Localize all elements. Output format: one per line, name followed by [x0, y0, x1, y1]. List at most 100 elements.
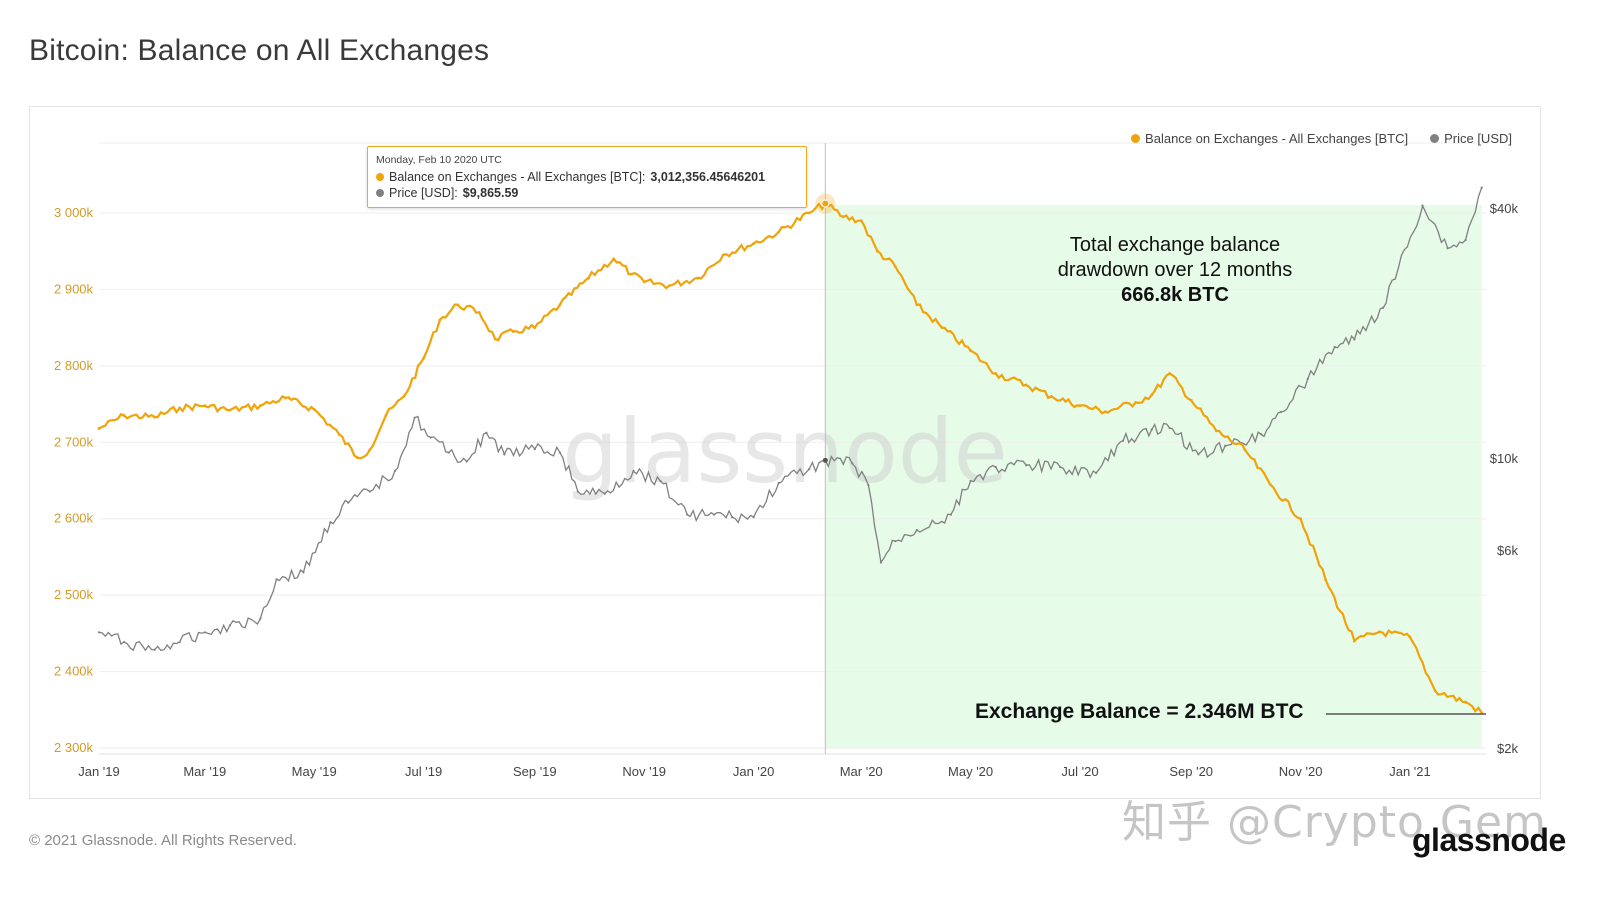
balance-data-point	[752, 242, 756, 245]
balance-data-point	[940, 326, 944, 330]
x-axis-tick-label: Nov '20	[1279, 764, 1323, 779]
legend-item-balance[interactable]: Balance on Exchanges - All Exchanges [BT…	[1131, 131, 1408, 146]
x-axis-tick-label: Jan '21	[1389, 764, 1431, 779]
price-data-point	[576, 490, 579, 493]
right-axis-tick-label: $40k	[1490, 201, 1519, 216]
price-data-point	[632, 469, 635, 473]
price-data-point	[777, 481, 780, 485]
balance-data-point	[456, 303, 460, 307]
left-axis-tick-label: 2 700k	[54, 434, 94, 449]
price-data-point	[603, 492, 606, 495]
price-data-point	[1480, 186, 1483, 189]
price-data-point	[1095, 471, 1098, 475]
price-data-point	[1446, 247, 1449, 250]
balance-data-point	[1408, 635, 1412, 639]
balance-data-point	[630, 272, 634, 276]
x-axis-tick-label: Mar '19	[183, 764, 226, 779]
balance-data-point	[368, 448, 372, 452]
balance-data-point	[642, 280, 646, 284]
balance-data-point	[667, 284, 671, 288]
price-data-point	[368, 490, 371, 493]
tooltip-balance-label: Balance on Exchanges - All Exchanges [BT…	[389, 170, 646, 184]
right-axis-tick-label: $6k	[1497, 543, 1518, 558]
price-series-line	[98, 187, 1483, 652]
balance-data-point	[1378, 630, 1381, 634]
hover-marker	[821, 199, 830, 208]
balance-data-point	[203, 404, 207, 407]
legend-label-price: Price [USD]	[1444, 131, 1512, 146]
price-data-point	[969, 479, 972, 483]
price-data-point	[533, 447, 536, 451]
exchange-balance-label: Exchange Balance = 2.346M BTC	[975, 700, 1304, 723]
price-data-point	[730, 516, 734, 519]
balance-data-point	[915, 303, 919, 307]
price-data-point	[808, 467, 811, 471]
price-data-point	[153, 648, 156, 651]
tooltip-price-label: Price [USD]:	[389, 186, 458, 200]
brand-logo: glassnode	[1412, 822, 1566, 858]
highlight-region	[825, 205, 1482, 748]
price-data-point	[447, 451, 450, 454]
balance-data-point	[1189, 398, 1193, 402]
right-axis-tick-label: $2k	[1497, 741, 1518, 756]
balance-data-point	[228, 408, 232, 412]
price-data-point	[413, 416, 416, 419]
right-axis-tick-label: $10k	[1490, 451, 1519, 466]
price-data-point	[465, 460, 468, 463]
balance-data-point	[1024, 383, 1028, 387]
gridlines	[99, 142, 1486, 755]
drawdown-line-1: Total exchange balance	[1069, 234, 1281, 256]
price-data-point	[347, 501, 350, 504]
balance-data-point	[355, 456, 359, 459]
page-title: Bitcoin: Balance on All Exchanges	[29, 34, 490, 67]
legend-item-price[interactable]: Price [USD]	[1430, 131, 1512, 146]
price-data-point	[228, 624, 232, 627]
price-data-point	[915, 528, 918, 532]
x-axis-tick-label: Jul '20	[1061, 764, 1098, 779]
price-data-point	[1224, 444, 1227, 447]
price-data-point	[1121, 439, 1125, 442]
left-axis: 2 300k 2 400k 2 500k 2 600k 2 700k 2 800k 2 90…	[54, 205, 94, 755]
price-data-point	[1464, 238, 1467, 242]
left-axis-tick-label: 2 500k	[54, 587, 94, 602]
price-data-point	[851, 462, 854, 465]
price-data-point	[994, 466, 997, 469]
balance-data-point	[1078, 404, 1082, 407]
price-data-point	[1260, 433, 1263, 436]
tooltip-balance-value: 3,012,356.45646201	[650, 170, 766, 184]
price-data-point	[302, 571, 305, 574]
price-data-point	[1025, 464, 1028, 467]
balance-data-point	[533, 326, 537, 330]
balance-data-point	[893, 265, 897, 268]
balance-data-point	[777, 230, 781, 234]
balance-data-point	[994, 372, 998, 375]
price-data-point	[867, 483, 870, 487]
price-data-point	[123, 640, 126, 644]
copyright-text: © 2021 Glassnode. All Rights Reserved.	[29, 832, 297, 849]
balance-data-point	[1049, 395, 1053, 398]
price-data-point	[329, 521, 332, 524]
price-data-point	[203, 631, 206, 634]
price-data-point	[97, 631, 101, 634]
balance-data-point	[97, 427, 101, 430]
left-axis-tick-label: 2 400k	[54, 664, 94, 679]
hover-marker-price	[822, 457, 828, 463]
x-axis-tick-label: May '19	[292, 764, 337, 779]
balance-data-point	[1464, 700, 1467, 704]
x-axis-tick-label: Jan '19	[78, 764, 120, 779]
price-data-point	[1381, 306, 1385, 309]
balance-data-point	[859, 219, 863, 223]
left-axis-tick-label: 2 300k	[54, 740, 94, 755]
price-data-point	[1150, 428, 1153, 431]
x-axis-tick-label: Mar '20	[840, 764, 883, 779]
x-axis-tick-label: May '20	[948, 764, 993, 779]
right-axis: $2k $6k $10k $40k	[1490, 201, 1519, 756]
balance-series-line	[98, 202, 1483, 714]
legend-dot-price	[1430, 134, 1440, 143]
balance-data-point	[438, 318, 442, 322]
balance-data-point	[612, 257, 616, 261]
price-data-point	[1279, 410, 1282, 414]
balance-data-point	[1324, 578, 1328, 582]
balance-data-point	[1103, 410, 1107, 414]
